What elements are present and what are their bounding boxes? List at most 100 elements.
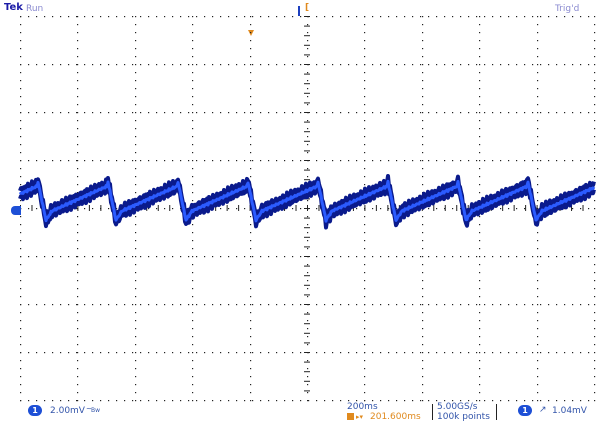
grid-dot [532, 400, 534, 402]
grid-dot [594, 248, 596, 250]
grid-dot [135, 376, 137, 378]
grid-dot [594, 400, 596, 402]
grid-dot [135, 400, 137, 402]
grid-dot [92, 304, 94, 306]
grid-dot [307, 48, 309, 50]
grid-dot [84, 160, 86, 162]
grid-dot [212, 16, 214, 18]
grid-dot [580, 304, 582, 306]
grid-dot [135, 216, 137, 218]
grid-dot [124, 16, 126, 18]
grid-dot [316, 16, 318, 18]
grid-dot [172, 400, 174, 402]
grid-dot [284, 112, 286, 114]
grid-dot [77, 184, 79, 186]
grid-dot [135, 392, 137, 394]
grid-dot [516, 208, 518, 210]
grid-dot [594, 208, 596, 210]
grid-dot [76, 352, 78, 354]
grid-dot [252, 256, 254, 258]
grid-dot [524, 64, 526, 66]
axis-tick [304, 140, 310, 142]
grid-dot [268, 64, 270, 66]
grid-dot [20, 56, 22, 58]
grid-dot [479, 256, 481, 258]
grid-dot [307, 40, 309, 42]
grid-dot [192, 64, 194, 66]
grid-dot [92, 64, 94, 66]
grid-dot [572, 16, 574, 18]
grid-dot [479, 24, 481, 26]
channel1-badge[interactable]: 1 [28, 405, 42, 416]
grid-dot [156, 304, 158, 306]
grid-dot [212, 304, 214, 306]
grid-dot [548, 304, 550, 306]
channel1-ground-marker[interactable] [11, 206, 21, 215]
grid-dot [356, 160, 358, 162]
grid-dot [479, 280, 481, 282]
grid-dot [100, 352, 102, 354]
grid-dot [364, 136, 366, 138]
grid-dot [204, 16, 206, 18]
grid-dot [532, 16, 534, 18]
grid-dot [77, 64, 79, 66]
axis-tick [375, 205, 377, 211]
grid-dot [68, 64, 70, 66]
grid-dot [220, 112, 222, 114]
grid-dot [192, 344, 194, 346]
grid-dot [77, 288, 79, 290]
grid-dot [572, 64, 574, 66]
grid-dot [148, 256, 150, 258]
grid-dot [532, 256, 534, 258]
grid-dot [100, 400, 102, 402]
grid-dot [164, 352, 166, 354]
grid-dot [292, 64, 294, 66]
grid-dot [284, 400, 286, 402]
grid-dot [316, 112, 318, 114]
grid-dot [308, 400, 310, 402]
grid-dot [556, 400, 558, 402]
grid-dot [364, 88, 366, 90]
grid-dot [428, 112, 430, 114]
grid-dot [192, 368, 194, 370]
grid-dot [404, 400, 406, 402]
grid-dot [188, 112, 190, 114]
grid-dot [537, 400, 539, 402]
grid-dot [76, 112, 78, 114]
grid-dot [250, 248, 252, 250]
grid-dot [260, 16, 262, 18]
grid-dot [479, 304, 481, 306]
grid-dot [20, 80, 22, 82]
grid-dot [340, 160, 342, 162]
grid-dot [180, 112, 182, 114]
grid-dot [212, 256, 214, 258]
grid-dot [404, 112, 406, 114]
grid-dot [479, 152, 481, 154]
grid-dot [124, 256, 126, 258]
grid-dot [250, 392, 252, 394]
grid-dot [356, 112, 358, 114]
grid-dot [537, 312, 539, 314]
grid-dot [292, 400, 294, 402]
grid-dot [135, 240, 137, 242]
grid-dot [356, 256, 358, 258]
grid-dot [148, 400, 150, 402]
grid-dot [192, 48, 194, 50]
grid-dot [594, 360, 596, 362]
grid-dot [444, 256, 446, 258]
grid-dot [250, 256, 252, 258]
grid-dot [388, 256, 390, 258]
grid-dot [404, 352, 406, 354]
axis-tick [304, 112, 310, 113]
grid-dot [444, 160, 446, 162]
grid-dot [77, 368, 79, 370]
channel1-scale: 2.00mV [50, 406, 85, 416]
grid-dot [116, 256, 118, 258]
grid-dot [540, 112, 542, 114]
grid-dot [537, 40, 539, 42]
grid-dot [164, 160, 166, 162]
grid-dot [192, 256, 194, 258]
trigger-source-badge[interactable]: 1 [518, 405, 532, 416]
grid-dot [77, 360, 79, 362]
grid-dot [135, 272, 137, 274]
